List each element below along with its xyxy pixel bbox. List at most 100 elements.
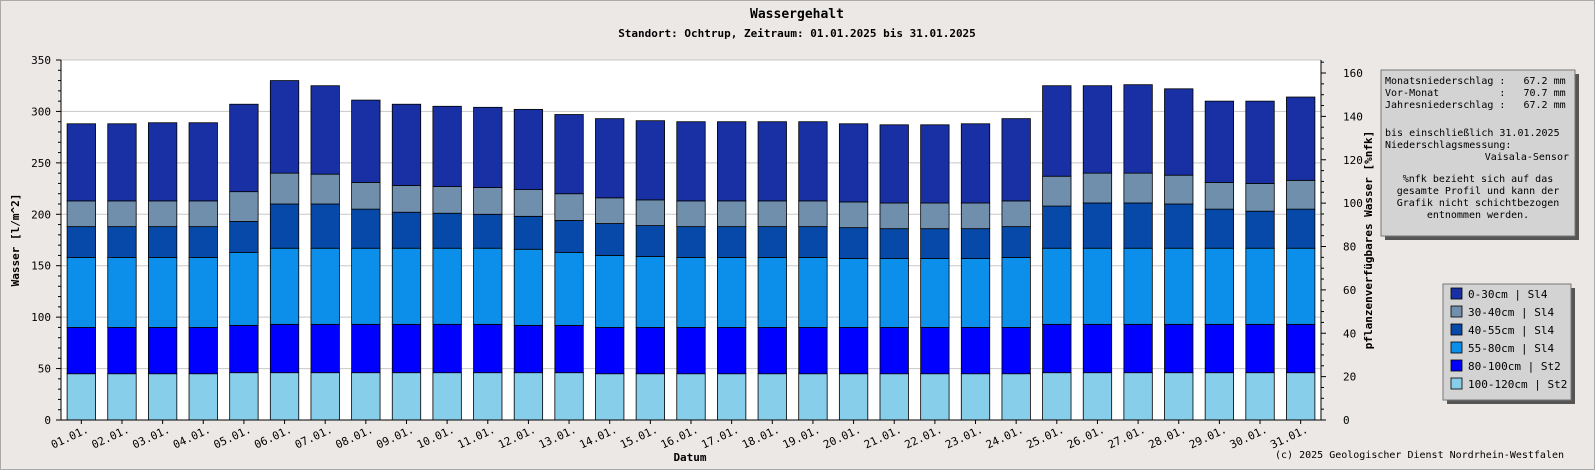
bar-segment <box>147 257 178 328</box>
bar-segment <box>1042 247 1072 325</box>
y2-axis-title: pflanzenverfügbares Wasser [%nfk] <box>1362 131 1375 350</box>
bar-segment <box>595 223 625 256</box>
bar-segment <box>1204 247 1235 325</box>
bar-segment <box>432 323 462 374</box>
bar-segment <box>757 257 787 328</box>
bar-segment <box>188 373 218 421</box>
y2-tick-label: 40 <box>1343 327 1356 340</box>
bar-segment <box>1042 205 1072 249</box>
bar-segment <box>1082 323 1113 374</box>
bar-segment <box>269 203 300 249</box>
bar-segment <box>473 372 503 421</box>
chart-subtitle: Standort: Ochtrup, Zeitraum: 01.01.2025 … <box>618 27 976 40</box>
y-tick-label: 300 <box>31 105 51 118</box>
bar-segment <box>635 199 665 226</box>
bar-segment <box>1164 88 1194 176</box>
y2-tick-label: 140 <box>1343 110 1363 123</box>
measurement-info-line: Niederschlagsmessung: <box>1385 140 1511 151</box>
bar-segment <box>717 373 747 421</box>
bar-segment <box>66 373 96 421</box>
bar-segment <box>838 227 869 259</box>
bar-segment <box>1042 323 1072 374</box>
bar-segment <box>188 200 218 228</box>
bar-segment <box>310 323 340 374</box>
bar-segment <box>1245 372 1275 421</box>
bar-segment <box>757 121 787 202</box>
bar-segment <box>1286 179 1316 210</box>
bar-segment <box>432 372 462 421</box>
nfk-note-line: entnommen werden. <box>1427 210 1529 221</box>
bar-segment <box>66 123 96 202</box>
bar-segment <box>229 251 259 326</box>
bar-segment <box>879 327 909 375</box>
y-tick-label: 50 <box>38 363 51 376</box>
y2-tick-label: 160 <box>1343 67 1363 80</box>
bar-segment <box>513 215 544 250</box>
bar-series <box>66 80 1316 421</box>
bar-segment <box>432 186 462 214</box>
y2-tick-label: 80 <box>1343 241 1356 254</box>
bar-segment <box>676 257 706 328</box>
y-axis-ticks: 0 50 100 150 200 250 300 350 <box>31 54 61 427</box>
bar-segment <box>1245 210 1275 249</box>
bar-segment <box>513 324 544 374</box>
bar-segment <box>1286 208 1316 249</box>
y-tick-label: 100 <box>31 311 51 324</box>
bar-segment <box>879 373 909 421</box>
bar-segment <box>798 226 828 258</box>
bar-segment <box>1286 323 1316 374</box>
measurement-info-line: bis einschließlich 31.01.2025 <box>1385 128 1560 139</box>
sensor-name: Vaisala-Sensor <box>1485 152 1569 163</box>
bar-segment <box>1164 174 1194 205</box>
bar-segment <box>554 324 584 374</box>
bar-segment <box>1286 247 1316 325</box>
bar-segment <box>432 247 462 325</box>
bar-segment <box>1204 323 1235 374</box>
bar-segment <box>595 327 625 375</box>
bar-segment <box>107 373 137 421</box>
bar-segment <box>391 323 422 374</box>
y2-tick-label: 120 <box>1343 154 1363 167</box>
copyright-credit: (c) 2025 Geologischer Dienst Nordrhein-W… <box>1275 450 1564 461</box>
bar-segment <box>920 228 950 259</box>
bar-segment <box>107 226 137 258</box>
bar-segment <box>717 121 747 202</box>
bar-segment <box>310 247 340 325</box>
bar-segment <box>351 372 381 421</box>
bar-segment <box>107 123 137 202</box>
bar-segment <box>1042 85 1072 177</box>
bar-segment <box>554 114 584 195</box>
bar-segment <box>838 373 869 421</box>
bar-segment <box>920 202 950 230</box>
bar-segment <box>269 323 300 374</box>
bar-segment <box>1245 323 1275 374</box>
bar-segment <box>595 118 625 199</box>
bar-segment <box>1042 372 1072 421</box>
bar-segment <box>188 327 218 375</box>
bar-segment <box>107 257 137 328</box>
bar-segment <box>879 202 909 230</box>
bar-segment <box>717 226 747 258</box>
bar-segment <box>513 372 544 421</box>
bar-segment <box>1123 323 1153 374</box>
bar-segment <box>920 258 950 328</box>
legend-swatch <box>1450 305 1463 318</box>
bar-segment <box>960 202 991 230</box>
bar-segment <box>513 189 544 217</box>
y-tick-label: 350 <box>31 54 51 67</box>
precipitation-line: Jahresniederschlag : 67.2 mm <box>1385 100 1566 111</box>
bar-segment <box>1001 226 1031 258</box>
bar-segment <box>1123 202 1153 249</box>
bar-segment <box>838 258 869 328</box>
bar-segment <box>1245 247 1275 325</box>
bar-segment <box>838 123 869 203</box>
bar-segment <box>595 197 625 224</box>
x-axis-title: Datum <box>673 451 706 464</box>
bar-segment <box>838 201 869 229</box>
bar-segment <box>1082 172 1113 204</box>
bar-segment <box>920 327 950 375</box>
bar-segment <box>66 257 96 328</box>
bar-segment <box>432 212 462 249</box>
bar-segment <box>757 226 787 258</box>
